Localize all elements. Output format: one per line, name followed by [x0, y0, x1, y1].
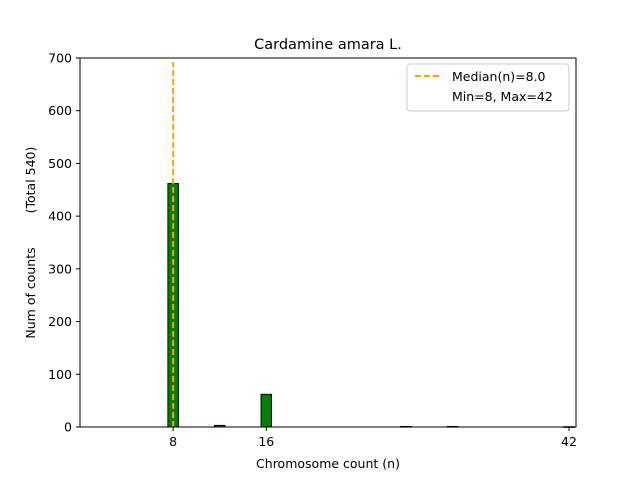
legend-box: [406, 63, 570, 112]
bars-group: [167, 182, 575, 428]
y-tick-label: 200: [48, 314, 72, 329]
x-axis-ticks: 8 16 42: [169, 427, 577, 449]
chart-title: Cardamine amara L.: [254, 37, 402, 53]
x-tick-label: 42: [561, 434, 577, 449]
y-axis-label: Num of counts: [23, 247, 38, 338]
y-tick-label: 700: [48, 51, 72, 66]
y-tick-label: 400: [48, 209, 72, 224]
x-tick-label: 8: [169, 434, 177, 449]
bar-n-16: [260, 393, 273, 428]
x-axis-label: Chromosome count (n): [256, 456, 400, 471]
y-axis-ticks: 0 100 200 300 400 500 600 700: [48, 51, 80, 435]
y-tick-label: 600: [48, 103, 72, 118]
y-axis-total-label: (Total 540): [23, 147, 38, 214]
y-tick-label: 0: [64, 420, 72, 435]
legend-minmax-label: Min=8, Max=42: [452, 89, 553, 104]
plot-frame: [79, 57, 577, 428]
x-tick-label: 16: [258, 434, 274, 449]
y-tick-label: 100: [48, 367, 72, 382]
y-tick-label: 300: [48, 261, 72, 276]
legend-median-label: Median(n)=8.0: [452, 69, 546, 84]
legend: Median(n)=8.0 Min=8, Max=42: [406, 63, 570, 112]
y-tick-label: 500: [48, 156, 72, 171]
